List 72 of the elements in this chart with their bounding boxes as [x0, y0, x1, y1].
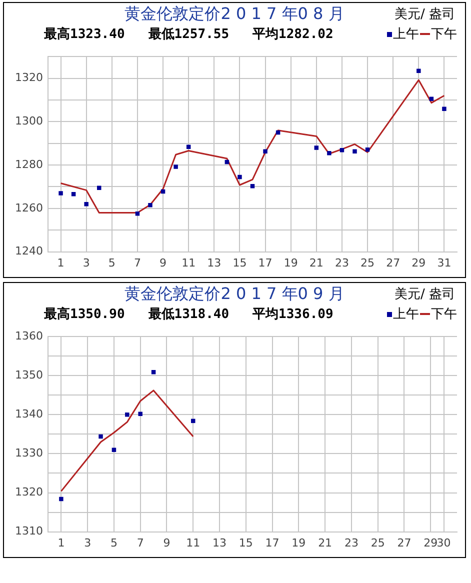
x-tick-label: 1 [57, 256, 64, 270]
point [138, 412, 142, 416]
point [365, 148, 370, 152]
x-tick-label: 13 [207, 256, 222, 270]
x-tick-label: 27 [386, 256, 400, 270]
point [59, 496, 64, 502]
chart-title: 黄金伦敦定价2 0 1 7 年0 8 月 [124, 4, 344, 23]
y-tick-label: 1330 [14, 446, 43, 460]
point [352, 149, 357, 154]
x-tick-label: 17 [258, 256, 272, 270]
y-tick-label: 1240 [14, 244, 43, 258]
x-tick-label: 29 [424, 536, 438, 550]
chart-subtitle: 最高1323.40 最低1257.55 平均1282.02 [44, 26, 334, 43]
point [327, 150, 332, 156]
x-tick-label: 21 [309, 256, 324, 270]
point [174, 164, 178, 169]
point [263, 149, 268, 154]
point [186, 144, 191, 149]
legend-label: 上午 [393, 26, 419, 43]
x-tick-label: 23 [344, 536, 358, 550]
x-tick-label: 13 [212, 536, 227, 550]
y-axis-title: 美元/ 盎司 [394, 6, 455, 23]
x-tick-label: 27 [397, 536, 412, 550]
y-tick-label: 1340 [14, 408, 43, 421]
x-tick-label: 9 [163, 536, 170, 550]
x-tick-label: 19 [284, 256, 298, 270]
y-tick-label: 1280 [14, 158, 43, 171]
point [98, 434, 103, 439]
point [238, 174, 242, 180]
y-tick-label: 1360 [14, 329, 43, 342]
point [442, 106, 446, 111]
x-tick-label: 3 [82, 256, 90, 270]
y-tick-label: 1260 [14, 201, 43, 214]
x-tick-label: 7 [136, 536, 144, 550]
x-tick-label: 7 [134, 256, 141, 270]
x-tick-label: 5 [108, 256, 116, 270]
x-tick-label: 17 [265, 536, 280, 550]
x-tick-label: 31 [437, 256, 452, 270]
point [416, 68, 421, 74]
x-tick-label: 19 [292, 536, 306, 550]
x-tick-label: 11 [186, 536, 200, 550]
x-tick-label: 30 [436, 536, 451, 550]
x-tick-label: 21 [318, 536, 332, 550]
x-tick-label: 15 [238, 536, 253, 550]
x-tick-label: 25 [360, 256, 375, 270]
x-tick-label: 9 [160, 256, 167, 270]
point [97, 186, 102, 190]
x-tick-label: 25 [370, 536, 385, 550]
legend-label: 上午 [393, 306, 419, 323]
x-tick-label: 23 [334, 256, 349, 270]
legend-label: 下午 [431, 306, 457, 323]
point [112, 448, 116, 452]
x-tick-label: 1 [58, 536, 65, 550]
point [314, 146, 319, 150]
y-tick-label: 1300 [14, 114, 43, 128]
x-tick-label: 29 [412, 256, 426, 270]
chart-subtitle: 最高1350.90 最低1318.40 平均1336.09 [44, 306, 334, 323]
y-tick-label: 1320 [14, 71, 43, 84]
chart-title: 黄金伦敦定价2 0 1 7 年0 9 月 [124, 284, 344, 303]
x-tick-label: 3 [84, 536, 92, 550]
legend-label: 下午 [431, 26, 457, 43]
point [58, 191, 63, 196]
x-tick-label: 5 [110, 536, 118, 550]
x-tick-label: 11 [182, 256, 196, 270]
point [125, 412, 130, 417]
point [148, 203, 152, 208]
y-tick-label: 1320 [14, 486, 43, 499]
y-tick-label: 1310 [14, 524, 43, 538]
x-tick-label: 15 [232, 256, 247, 270]
y-axis-title: 美元/ 盎司 [394, 286, 455, 303]
point [84, 202, 88, 206]
y-tick-label: 1350 [14, 368, 43, 382]
